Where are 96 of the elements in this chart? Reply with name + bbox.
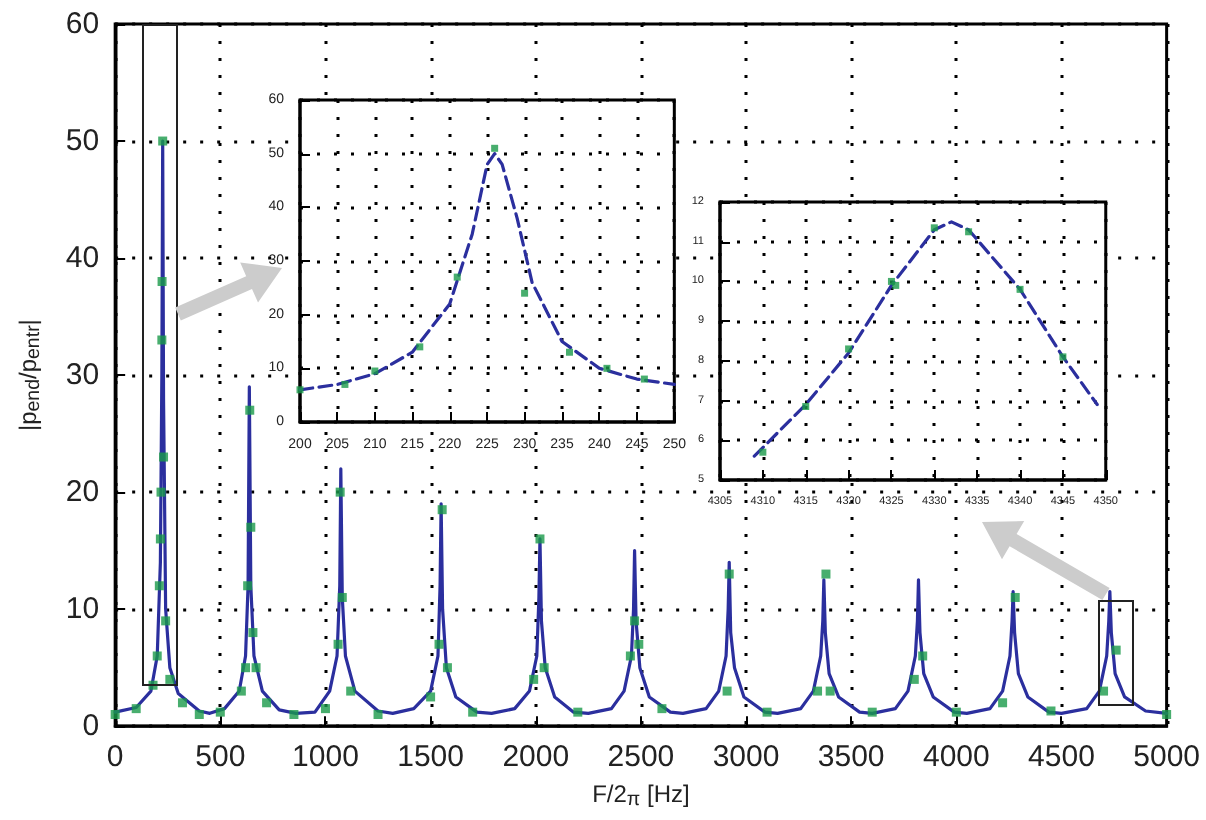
point	[152, 651, 162, 661]
point	[625, 651, 635, 661]
point	[346, 686, 356, 696]
x-tick-label: 500	[195, 740, 246, 775]
point	[825, 686, 835, 696]
point	[320, 704, 330, 714]
point	[157, 335, 167, 345]
point	[529, 674, 539, 684]
x-tick-label: 5000	[1133, 740, 1201, 775]
point	[434, 639, 444, 649]
point	[262, 698, 272, 708]
point	[918, 651, 928, 661]
y-tick-label: 30	[65, 358, 100, 393]
point	[539, 663, 549, 673]
x-tick-label: 2500	[607, 740, 675, 775]
point	[535, 534, 545, 544]
point	[158, 136, 168, 146]
point	[245, 405, 255, 415]
point	[634, 639, 644, 649]
point	[998, 698, 1008, 708]
point	[296, 386, 304, 394]
x-tick-label: 4000	[922, 740, 990, 775]
point	[802, 403, 810, 411]
point	[930, 224, 938, 232]
point	[442, 663, 452, 673]
point	[892, 281, 900, 289]
point	[157, 276, 167, 286]
point	[722, 686, 732, 696]
point	[246, 522, 256, 532]
point	[177, 698, 187, 708]
point	[1010, 592, 1020, 602]
point	[1046, 706, 1056, 716]
x-tick-label: 4500	[1028, 740, 1095, 775]
point	[371, 367, 379, 375]
point	[1016, 285, 1024, 293]
y-tick-label: 10	[65, 592, 100, 627]
point	[215, 707, 225, 717]
point	[236, 686, 246, 696]
point	[603, 364, 611, 372]
point	[491, 144, 499, 152]
y-tick-label: 50	[65, 124, 100, 159]
point	[759, 448, 767, 456]
line-series	[752, 220, 1099, 458]
point	[416, 343, 424, 351]
point	[333, 639, 343, 649]
point	[566, 348, 574, 356]
x-tick-label: 3500	[817, 740, 885, 775]
x-tick-label: 1500	[397, 740, 464, 775]
point	[630, 616, 640, 626]
point	[867, 707, 877, 717]
y-tick-label: 60	[65, 7, 100, 41]
x-tick-label: 2000	[502, 740, 570, 775]
point	[426, 692, 436, 702]
point	[248, 628, 258, 638]
point	[241, 663, 251, 673]
point	[640, 375, 648, 383]
point	[154, 581, 164, 591]
point	[156, 487, 166, 497]
x-tick-label: 1000	[292, 740, 359, 775]
point	[1059, 353, 1067, 361]
point	[155, 534, 165, 544]
x-tick-label: 0	[106, 740, 124, 775]
point	[131, 704, 141, 714]
point	[521, 289, 529, 297]
point	[468, 707, 478, 717]
point	[951, 707, 961, 717]
point	[724, 569, 734, 579]
point	[159, 452, 169, 462]
point	[845, 345, 853, 353]
point	[289, 710, 299, 719]
point	[1111, 645, 1121, 655]
point	[965, 228, 973, 236]
point	[657, 704, 667, 714]
point	[243, 581, 253, 591]
point	[165, 674, 175, 684]
point	[335, 487, 345, 497]
point	[341, 380, 349, 388]
point	[373, 710, 383, 719]
x-tick-label: 3000	[712, 740, 780, 775]
point	[161, 616, 171, 626]
point	[194, 710, 204, 719]
point	[453, 273, 461, 281]
y-tick-label: 40	[65, 241, 100, 276]
point	[821, 569, 831, 579]
point	[337, 592, 347, 602]
point	[110, 710, 120, 719]
point	[762, 707, 772, 717]
point	[573, 707, 583, 717]
point	[1162, 710, 1172, 719]
point	[437, 505, 447, 515]
y-axis-title: |pend/pentr|	[14, 319, 45, 432]
point	[909, 674, 919, 684]
y-tick-label: 0	[82, 709, 100, 744]
y-tick-label: 20	[65, 475, 100, 510]
point	[251, 663, 261, 673]
point	[813, 686, 823, 696]
